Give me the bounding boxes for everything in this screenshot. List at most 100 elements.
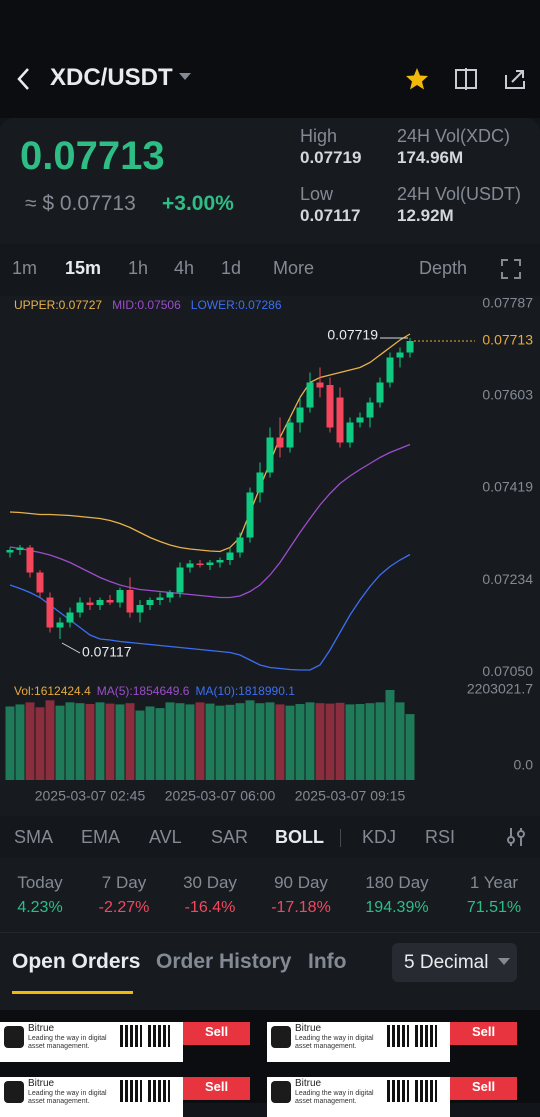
back-button[interactable] xyxy=(14,66,34,92)
share-icon[interactable] xyxy=(503,67,527,91)
depth-tab[interactable]: Depth xyxy=(419,258,468,278)
ad-tagline: Leading the way in digital asset managem… xyxy=(28,1035,107,1050)
ad-banner[interactable]: Bitrue Leading the way in digital asset m… xyxy=(0,1077,250,1117)
period-change: 194.39% xyxy=(365,899,429,916)
ad-logo xyxy=(4,1026,24,1048)
volume-bar xyxy=(45,700,55,780)
ad-qr xyxy=(415,1025,437,1047)
stat-value: 0.07117 xyxy=(300,206,361,225)
volume-bar xyxy=(295,704,305,780)
ad-card: Bitrue Leading the way in digital asset m… xyxy=(267,1022,450,1062)
fullscreen-icon[interactable] xyxy=(500,258,522,280)
indicator[interactable]: AVL xyxy=(149,827,182,847)
tab-underline xyxy=(12,991,133,994)
volume-bar xyxy=(65,702,75,780)
ad-banner[interactable]: Bitrue Leading the way in digital asset m… xyxy=(267,1077,517,1117)
ad-button[interactable]: Sell xyxy=(450,1022,517,1045)
pair-title[interactable]: XDC/USDT xyxy=(50,64,173,91)
volume-bar xyxy=(355,704,365,780)
timeframe[interactable]: 1m xyxy=(12,258,38,278)
stat-value: 12.92M xyxy=(397,206,454,225)
candle-body xyxy=(76,602,84,613)
indicator[interactable]: EMA xyxy=(81,827,121,847)
stat-label: High xyxy=(300,126,338,146)
stat-value: 174.96M xyxy=(397,148,464,167)
last-price-label: 0.07713 xyxy=(482,332,533,348)
volume-bar xyxy=(385,690,395,780)
volume-bar xyxy=(125,703,135,780)
indicator[interactable]: SMA xyxy=(14,827,54,847)
timeframe[interactable]: 4h xyxy=(174,258,195,278)
volume-bar xyxy=(85,704,95,780)
y-tick-label: 0.07419 xyxy=(482,479,533,495)
ad-button[interactable]: Sell xyxy=(183,1022,250,1045)
indicator[interactable]: BOLL xyxy=(275,827,324,847)
stat-value: 0.07719 xyxy=(300,148,362,167)
period-label: 30 Day xyxy=(183,873,237,892)
timeframe[interactable]: 1d xyxy=(221,258,242,278)
kline-chart: 0.07787 0.07603 0.07419 0.07234 0.07050 UPPER… xyxy=(5,296,533,804)
period-change: -16.4% xyxy=(184,899,236,916)
divider xyxy=(0,932,540,933)
period-label: Today xyxy=(17,873,63,892)
ad-qr xyxy=(387,1025,409,1047)
volume-bar xyxy=(285,705,295,780)
y-tick-label: 0.07234 xyxy=(482,571,533,587)
tab[interactable]: Order History xyxy=(156,950,292,973)
candle-body xyxy=(286,422,294,448)
stat-label: 24H Vol(USDT) xyxy=(397,184,522,204)
boll-line xyxy=(9,443,411,599)
tab-active[interactable]: Open Orders xyxy=(12,950,141,973)
compare-icon[interactable] xyxy=(454,68,478,90)
volume-bar xyxy=(5,706,15,780)
candle-body xyxy=(346,422,354,443)
volume-bar xyxy=(135,710,145,780)
timeframe[interactable]: 15m xyxy=(65,258,102,278)
ad-qr xyxy=(120,1080,142,1102)
volume-bar xyxy=(185,704,195,780)
indicator[interactable]: RSI xyxy=(425,827,456,847)
favorite-star[interactable] xyxy=(405,67,429,91)
tab[interactable]: Info xyxy=(308,950,347,973)
candle-body xyxy=(376,382,384,403)
volume-bar xyxy=(305,702,315,780)
ad-qr xyxy=(415,1080,437,1102)
decimal-dropdown[interactable] xyxy=(392,943,517,982)
candle-body xyxy=(96,600,104,605)
volume-bar xyxy=(15,704,25,780)
ad-button[interactable]: Sell xyxy=(450,1077,517,1100)
ad-tagline: Leading the way in digital asset managem… xyxy=(28,1090,107,1105)
separator xyxy=(340,829,341,847)
ad-qr xyxy=(387,1080,409,1102)
ad-button[interactable]: Sell xyxy=(183,1077,250,1100)
ad-banner[interactable]: Bitrue Leading the way in digital asset m… xyxy=(0,1022,250,1062)
x-tick-label: 2025-03-07 02:45 xyxy=(35,788,146,804)
volume-bar xyxy=(375,702,385,780)
ad-brand: Bitrue xyxy=(28,1078,55,1089)
indicator-settings[interactable] xyxy=(505,826,527,848)
ad-card: Bitrue Leading the way in digital asset m… xyxy=(267,1077,450,1117)
candle-body xyxy=(236,537,244,553)
volume-bar xyxy=(395,702,405,780)
candle-body xyxy=(196,563,204,565)
volume-legend: MA(5):1854649.6 xyxy=(97,684,190,698)
timeframe-more[interactable]: More xyxy=(273,258,315,278)
x-tick-label: 2025-03-07 09:15 xyxy=(295,788,406,804)
candle-body xyxy=(316,382,324,388)
candle-body xyxy=(206,562,214,565)
candle-body xyxy=(296,407,304,423)
ad-card: Bitrue Leading the way in digital asset m… xyxy=(0,1077,183,1117)
ad-banner[interactable]: Bitrue Leading the way in digital asset m… xyxy=(267,1022,517,1062)
timeframe[interactable]: 1h xyxy=(128,258,149,278)
pair-caret[interactable] xyxy=(178,72,192,82)
price-usd: ≈ $ 0.07713 xyxy=(25,192,136,215)
candle-body xyxy=(356,417,364,423)
volume-bar xyxy=(325,703,335,780)
volume-bar xyxy=(145,706,155,780)
top-bar xyxy=(0,0,540,118)
ad-brand: Bitrue xyxy=(295,1078,322,1089)
indicator[interactable]: KDJ xyxy=(362,827,397,847)
candle-body xyxy=(66,612,74,623)
ad-qr xyxy=(120,1025,142,1047)
indicator[interactable]: SAR xyxy=(211,827,249,847)
